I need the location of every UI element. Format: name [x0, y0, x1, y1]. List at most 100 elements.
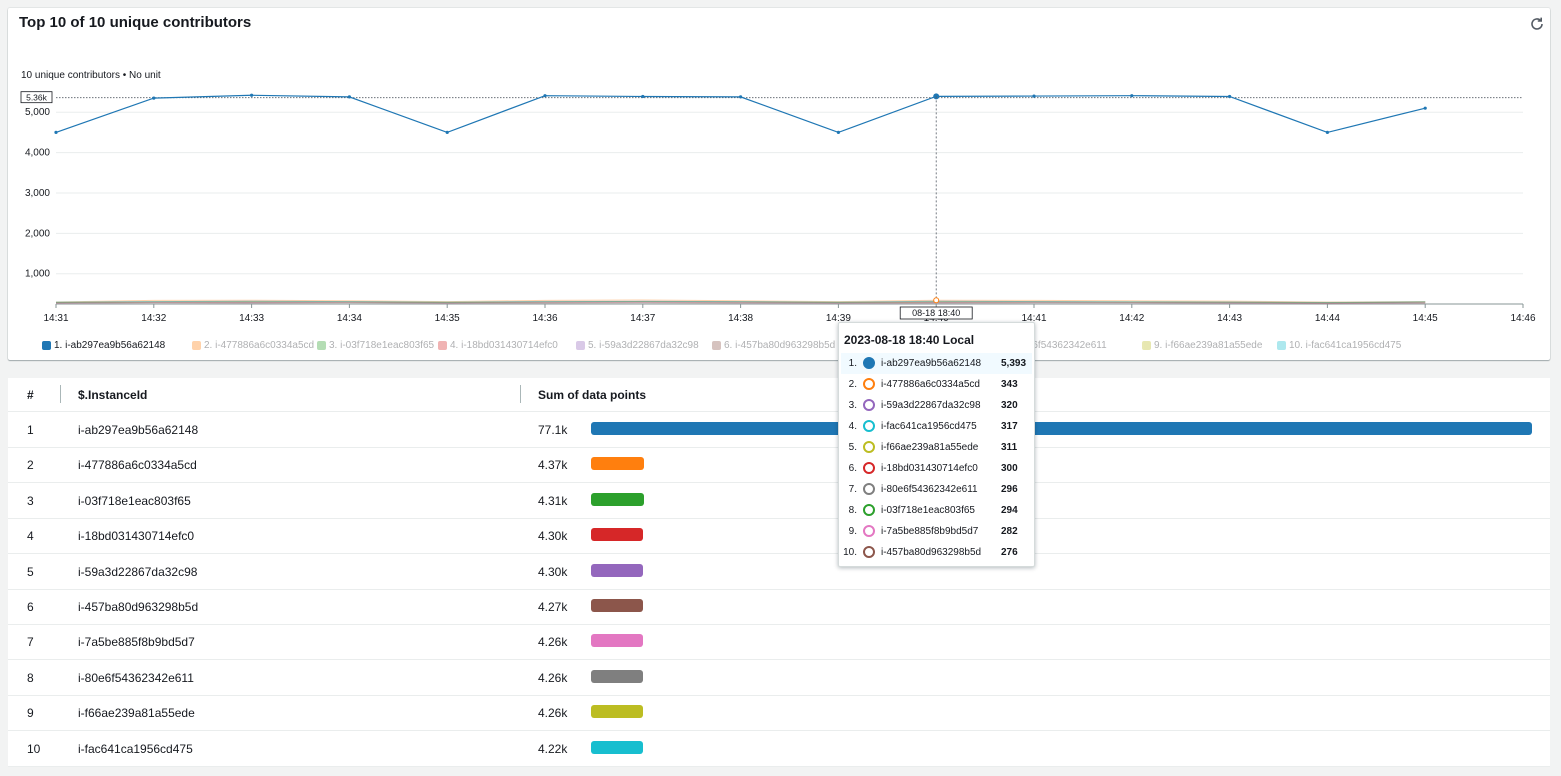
row-sum-bar	[591, 422, 1532, 435]
tooltip-value: 311	[1001, 442, 1018, 453]
data-point	[641, 94, 645, 99]
x-tick-label: 14:32	[141, 313, 166, 324]
x-tick-label: 14:39	[826, 313, 851, 324]
table-row[interactable]: 8 i-80e6f54362342e611 4.26k	[8, 660, 1550, 696]
contributors-widget: Top 10 of 10 unique contributors 10 uniq…	[8, 8, 1550, 360]
tooltip-row: 4. i-fac641ca1956cd475 317	[841, 416, 1032, 437]
data-point	[1130, 94, 1134, 98]
x-tick-label: 14:44	[1315, 313, 1340, 324]
tooltip-instance-id: i-477886a6c0334a5cd	[881, 379, 980, 390]
row-sum: 4.27k	[538, 600, 568, 614]
legend-item[interactable]: 6. i-457ba80d963298b5d	[712, 340, 835, 351]
series-line-10	[55, 300, 1426, 303]
legend-label: 1. i-ab297ea9b56a62148	[54, 340, 166, 351]
x-tick-label: 14:46	[1510, 313, 1535, 324]
x-tick-label: 14:35	[435, 313, 460, 324]
row-rank: 1	[27, 423, 34, 437]
data-point	[445, 130, 449, 135]
tooltip-value: 320	[1001, 400, 1018, 411]
legend-item[interactable]: 5. i-59a3d22867da32c98	[576, 340, 699, 351]
tooltip-instance-id: i-7a5be885f8b9bd5d7	[881, 526, 979, 537]
x-tick-label: 14:42	[1119, 313, 1144, 324]
row-sum: 77.1k	[538, 423, 568, 437]
chart-tooltip: 2023-08-18 18:40 Local 1. i-ab297ea9b56a6…	[838, 322, 1035, 567]
table-row[interactable]: 1 i-ab297ea9b56a62148 77.1k	[8, 412, 1550, 448]
legend-item[interactable]: 9. i-f66ae239a81a55ede	[1142, 340, 1262, 351]
threshold-label: 5.36k	[26, 93, 48, 103]
line-chart[interactable]: 1,000 2,000 3,000 4,000 5,000 14:31 14:32 14:33…	[8, 8, 1550, 360]
tooltip-value: 300	[1001, 463, 1018, 474]
legend-item[interactable]: 1. i-ab297ea9b56a62148	[42, 340, 165, 351]
row-sum: 4.26k	[538, 670, 568, 685]
legend-item[interactable]: 4. i-18bd031430714efc0	[438, 340, 558, 351]
legend-item[interactable]: 10. i-fac641ca1956cd475	[1277, 340, 1401, 351]
data-point	[836, 130, 841, 135]
row-sum: 4.26k	[538, 635, 568, 650]
series-marker-icon	[863, 504, 875, 516]
refresh-icon[interactable]	[1528, 15, 1546, 33]
data-point	[1325, 130, 1329, 135]
data-point	[739, 95, 743, 99]
row-sum: 4.26k	[538, 706, 568, 721]
legend-label: 3. i-03f718e1eac803f65	[329, 340, 435, 351]
cursor-label: 08-18 18:40	[912, 308, 960, 318]
y-tick-label: 3,000	[25, 188, 50, 199]
column-divider[interactable]	[60, 385, 61, 403]
row-sum: 4.30k	[538, 529, 568, 544]
row-instance-id: i-477886a6c0334a5cd	[78, 458, 197, 473]
row-instance-id: i-80e6f54362342e611	[78, 670, 194, 685]
row-instance-id: i-457ba80d963298b5d	[78, 600, 199, 614]
row-sum-bar	[591, 669, 643, 683]
y-tick-label: 5,000	[25, 107, 50, 118]
tooltip-row: 3. i-59a3d22867da32c98 320	[841, 395, 1032, 416]
legend-swatch	[42, 341, 51, 350]
tooltip-rank: 1.	[848, 358, 857, 369]
tooltip-title: 2023-08-18 18:40 Local	[844, 333, 975, 347]
legend-swatch	[1142, 341, 1151, 350]
series-line-8	[55, 301, 1426, 304]
tooltip-value: 317	[1001, 421, 1018, 432]
table-row[interactable]: 7 i-7a5be885f8b9bd5d7 4.26k	[8, 624, 1550, 661]
cursor-point	[933, 297, 940, 304]
row-sum-bar	[591, 457, 645, 471]
header-instance-id[interactable]: $.InstanceId	[78, 388, 148, 402]
data-point	[250, 93, 254, 97]
legend-item[interactable]: 3. i-03f718e1eac803f65	[317, 340, 434, 351]
tooltip-row: 8. i-03f718e1eac803f65 294	[841, 500, 1032, 521]
table-row[interactable]: 5 i-59a3d22867da32c98 4.30k	[8, 554, 1550, 590]
row-instance-id: i-f66ae239a81a55ede	[78, 706, 195, 721]
row-rank: 7	[27, 635, 34, 650]
table-row[interactable]: 10 i-fac641ca1956cd475 4.22k	[8, 731, 1550, 767]
tooltip-instance-id: i-59a3d22867da32c98	[881, 400, 981, 411]
chart-subtitle: 10 unique contributors • No unit	[21, 70, 161, 81]
tooltip-rank: 4.	[848, 421, 857, 432]
series-line-6	[55, 302, 1426, 305]
row-instance-id: i-03f718e1eac803f65	[78, 493, 191, 508]
row-rank: 2	[27, 458, 34, 473]
legend-label: 8. i-80e6f54362342e611	[999, 340, 1107, 351]
data-point	[54, 130, 58, 135]
table-row[interactable]: 2 i-477886a6c0334a5cd 4.37k	[8, 447, 1550, 484]
tooltip-row: 1. i-ab297ea9b56a62148 5,393	[841, 353, 1032, 374]
legend-swatch	[192, 341, 201, 350]
tooltip-instance-id: i-03f718e1eac803f65	[881, 505, 975, 516]
row-sum-bar	[591, 705, 643, 719]
legend-item[interactable]: 2. i-477886a6c0334a5cd	[192, 340, 314, 351]
series-marker-icon	[863, 546, 875, 558]
tooltip-value: 5,393	[1001, 358, 1027, 369]
table-row[interactable]: 6 i-457ba80d963298b5d 4.27k	[8, 589, 1550, 625]
table-row[interactable]: 3 i-03f718e1eac803f65 4.31k	[8, 483, 1550, 519]
legend-label: 9. i-f66ae239a81a55ede	[1154, 340, 1263, 351]
table-row[interactable]: 9 i-f66ae239a81a55ede 4.26k	[8, 695, 1550, 732]
x-tick-label: 14:37	[630, 313, 655, 324]
x-tick-label: 14:33	[239, 313, 264, 324]
series-marker-icon	[863, 462, 875, 474]
legend-label: 6. i-457ba80d963298b5d	[724, 340, 836, 351]
tooltip-rank: 9.	[848, 526, 857, 537]
legend-label: 2. i-477886a6c0334a5cd	[204, 340, 315, 351]
y-tick-label: 4,000	[25, 148, 50, 159]
header-sum[interactable]: Sum of data points	[538, 388, 646, 402]
x-tick-label: 14:34	[337, 313, 362, 324]
table-row[interactable]: 4 i-18bd031430714efc0 4.30k	[8, 518, 1550, 555]
column-divider[interactable]	[520, 385, 521, 403]
